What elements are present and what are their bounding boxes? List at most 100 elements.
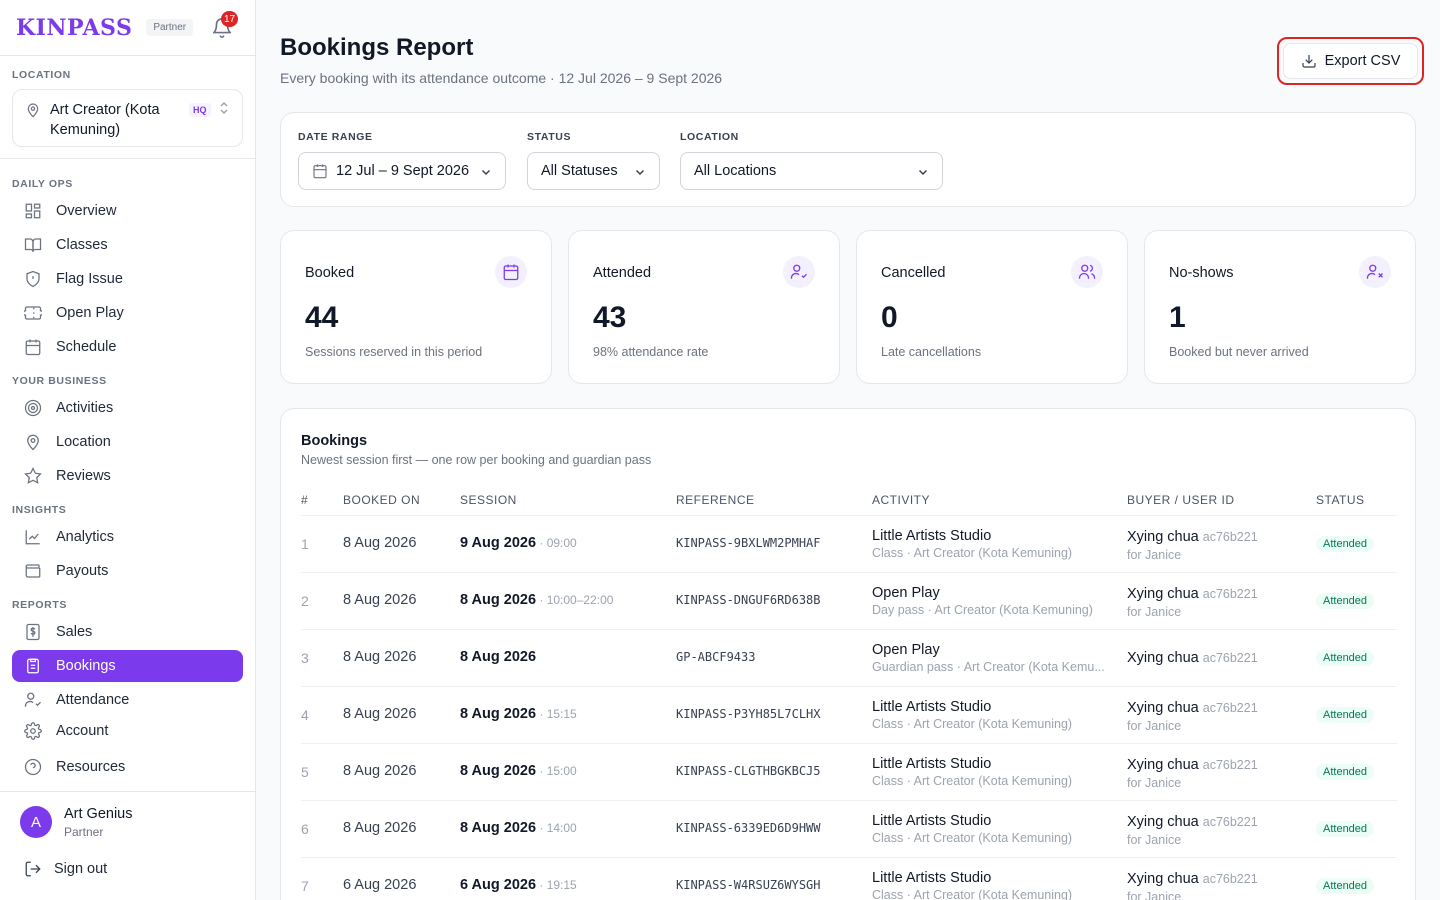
nav-item-sales[interactable]: Sales	[12, 616, 243, 648]
wallet-icon	[25, 564, 41, 578]
nav-label: Flag Issue	[56, 271, 123, 287]
stat-note: Late cancellations	[881, 345, 982, 359]
nav-label: Sales	[56, 624, 93, 640]
stat-value: 0	[881, 301, 898, 334]
session: 8 Aug 2026 · 15:15	[460, 706, 577, 722]
status-badge: Attended	[1316, 650, 1375, 666]
export-csv-button[interactable]: Export CSV	[1283, 43, 1418, 79]
date-range-select[interactable]: 12 Jul – 9 Sept 2026	[298, 152, 506, 190]
session: 9 Aug 2026 · 09:00	[460, 535, 577, 551]
activity-name: Little Artists Studio	[872, 870, 992, 886]
calendar-icon	[495, 256, 527, 288]
booking-reference[interactable]: KINPASS-W4RSUZ6WYSGH	[676, 878, 821, 892]
section-insights: INSIGHTS	[12, 504, 67, 516]
nav-item-reviews[interactable]: Reviews	[12, 460, 243, 492]
buyer: Xying chua ac76b221 for Janice	[1127, 699, 1258, 733]
booking-reference[interactable]: KINPASS-9BXLWM2PMHAF	[676, 536, 821, 550]
nav-label: Overview	[56, 203, 117, 219]
session-time: · 19:15	[536, 878, 577, 892]
user-check-icon	[783, 256, 815, 288]
kinpass-logo[interactable]: KINPASS	[16, 14, 133, 41]
divider	[0, 158, 256, 159]
nav-item-classes[interactable]: Classes	[12, 229, 243, 261]
ticket-icon	[24, 306, 42, 320]
column-header-booked-on[interactable]: BOOKED ON	[343, 493, 421, 507]
session-date: 8 Aug 2026	[460, 763, 537, 779]
nav-item-attendance[interactable]: Attendance	[12, 684, 243, 716]
session: 8 Aug 2026 · 15:00	[460, 763, 577, 779]
booked-on: 8 Aug 2026	[343, 592, 417, 608]
column-header-buyer[interactable]: BUYER / USER ID	[1127, 493, 1235, 507]
buyer-name: Xying chua	[1127, 529, 1199, 545]
user-id: ac76b221	[1202, 530, 1258, 544]
nav-item-analytics[interactable]: Analytics	[12, 521, 243, 553]
log-out-icon	[25, 861, 41, 877]
nav-item-payouts[interactable]: Payouts	[12, 555, 243, 587]
booking-reference[interactable]: KINPASS-CLGTHBGKBCJ5	[676, 764, 821, 778]
activity-detail: Class · Art Creator (Kota Kemuning)	[872, 717, 1073, 731]
table-row[interactable]: 3 8 Aug 2026 8 Aug 2026 GP-ABCF9433 Open Pla…	[301, 629, 1397, 686]
user-x-icon	[1359, 256, 1391, 288]
session-time: · 15:00	[536, 764, 577, 778]
export-label: Export CSV	[1324, 53, 1401, 69]
stat-note: 98% attendance rate	[593, 345, 709, 359]
sign-out-label: Sign out	[54, 861, 108, 877]
nav-label: Reviews	[56, 468, 111, 484]
nav-item-location[interactable]: Location	[12, 426, 243, 458]
location-select[interactable]: All Locations	[680, 152, 943, 190]
chevron-down-icon	[918, 169, 928, 176]
nav-label: Account	[56, 723, 109, 739]
brand-row: KINPASS Partner	[0, 0, 255, 56]
nav-item-account[interactable]: Account	[12, 715, 243, 747]
clipboard-list-icon	[27, 658, 39, 674]
date-range-value: 12 Jul – 9 Sept 2026	[336, 163, 470, 179]
status-value: All Statuses	[541, 163, 618, 179]
status-select[interactable]: All Statuses	[527, 152, 660, 190]
booking-reference[interactable]: KINPASS-P3YH85L7CLHX	[676, 707, 821, 721]
nav-label: Schedule	[56, 339, 117, 355]
nav-item-open-play[interactable]: Open Play	[12, 297, 243, 329]
nav-item-bookings[interactable]: Bookings	[12, 650, 243, 682]
location-switcher[interactable]: Art Creator (Kota Kemuning) HQ	[12, 89, 243, 147]
column-header-session[interactable]: SESSION	[460, 493, 517, 507]
user-name: Art Genius	[64, 806, 133, 822]
nav-label: Attendance	[56, 692, 130, 708]
stat-card-cancelled: Cancelled 0 Late cancellations	[856, 230, 1128, 384]
booking-reference[interactable]: KINPASS-DNGUF6RD638B	[676, 593, 821, 607]
shield-alert-icon	[26, 270, 40, 288]
user-id: ac76b221	[1202, 651, 1258, 665]
activity-name: Little Artists Studio	[872, 699, 992, 715]
partner-tag: Partner	[146, 19, 194, 36]
buyer-name: Xying chua	[1127, 814, 1199, 830]
booking-reference[interactable]: GP-ABCF9433	[676, 650, 756, 664]
table-row[interactable]: 1 8 Aug 2026 9 Aug 2026 · 09:00 KINPASS-9BX…	[301, 515, 1397, 572]
booking-reference[interactable]: KINPASS-6339ED6D9HWW	[676, 821, 821, 835]
column-header-status[interactable]: STATUS	[1316, 493, 1365, 507]
nav-label: Resources	[56, 759, 126, 775]
table-row[interactable]: 5 8 Aug 2026 8 Aug 2026 · 15:00 KINPASS-CLG…	[301, 743, 1397, 800]
activity-detail: Class · Art Creator (Kota Kemuning)	[872, 831, 1073, 845]
nav-item-activities[interactable]: Activities	[12, 392, 243, 424]
nav-item-overview[interactable]: Overview	[12, 195, 243, 227]
column-header-reference[interactable]: REFERENCE	[676, 493, 755, 507]
user-id: ac76b221	[1202, 701, 1258, 715]
booked-on: 8 Aug 2026	[343, 535, 417, 551]
nav-item-schedule[interactable]: Schedule	[12, 331, 243, 363]
nav-item-flag-issue[interactable]: Flag Issue	[12, 263, 243, 295]
row-number: 5	[301, 764, 309, 780]
session-date: 8 Aug 2026	[460, 592, 537, 608]
activity-name: Little Artists Studio	[872, 756, 992, 772]
avatar[interactable]: A	[20, 806, 52, 838]
nav-item-resources[interactable]: Resources	[12, 751, 243, 783]
buyer: Xying chua ac76b221 for Janice	[1127, 870, 1258, 900]
map-pin-icon	[27, 103, 39, 118]
column-header-activity[interactable]: ACTIVITY	[872, 493, 931, 507]
calendar-icon	[313, 164, 327, 179]
buyer-for: for Janice	[1127, 605, 1182, 619]
sign-out-button[interactable]: Sign out	[24, 860, 107, 878]
nav-label: Open Play	[56, 305, 124, 321]
